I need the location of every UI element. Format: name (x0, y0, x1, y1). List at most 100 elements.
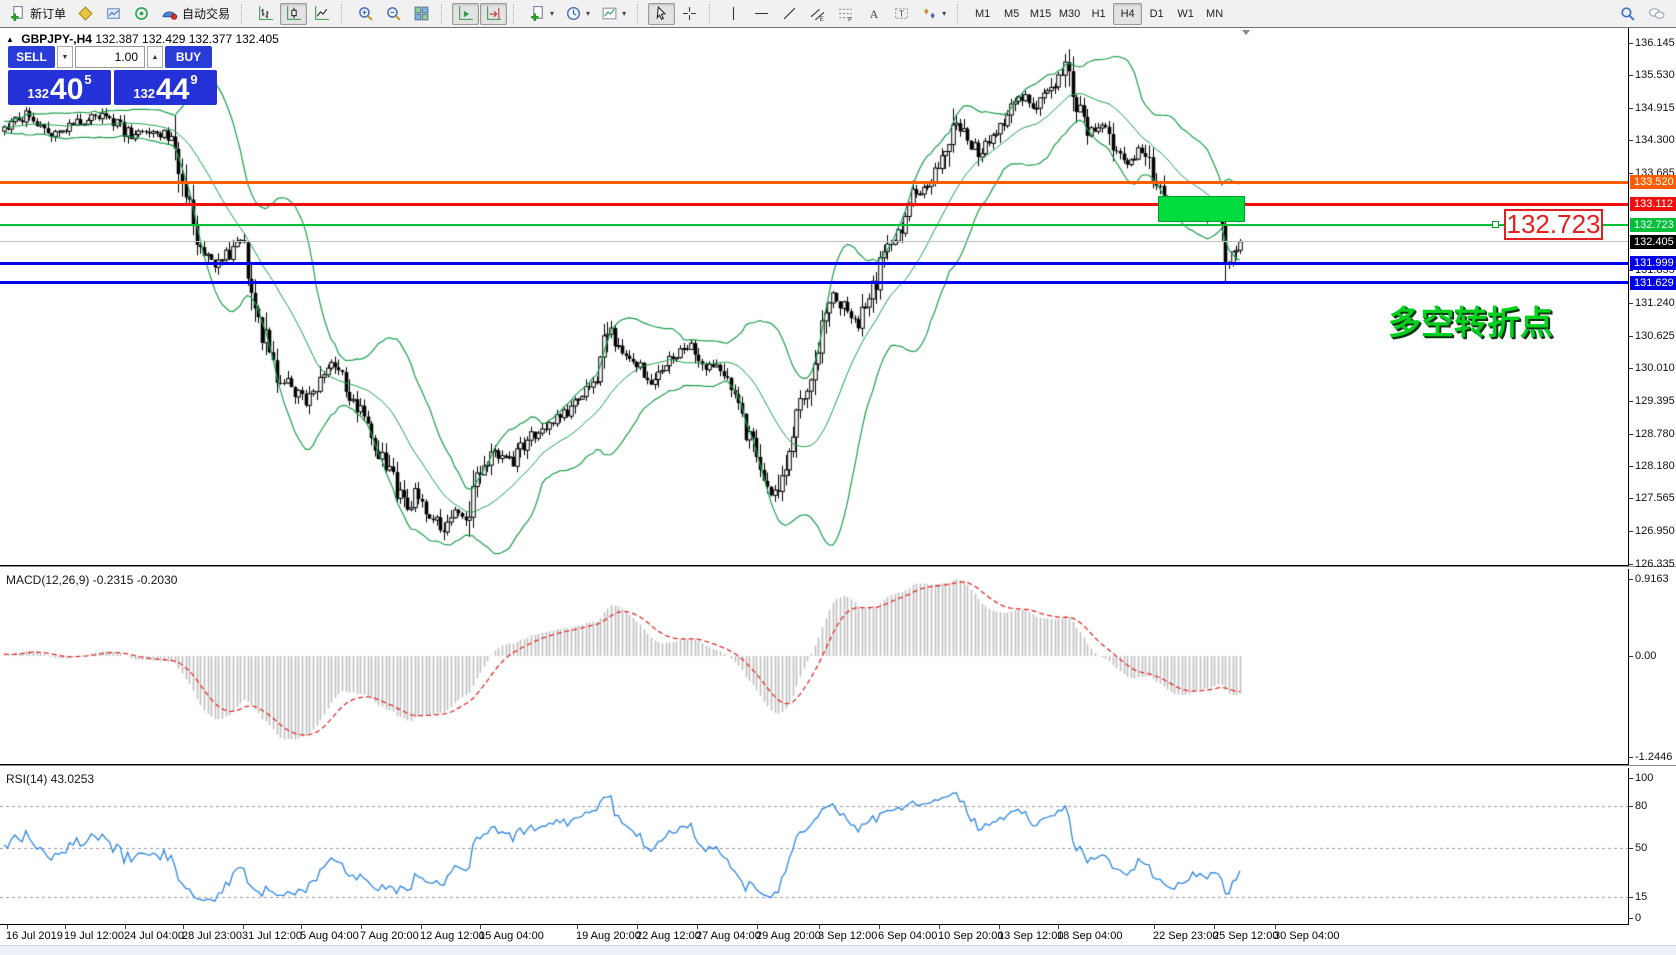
tile-windows-button[interactable] (408, 3, 435, 25)
signals-button[interactable] (128, 3, 155, 25)
pane-separator[interactable] (0, 765, 1676, 768)
horizontal-level-line[interactable] (0, 180, 1628, 184)
auto-trading-button[interactable]: 自动交易 (156, 3, 235, 25)
text-icon: A (865, 5, 882, 22)
chart-profile-button[interactable] (72, 3, 99, 25)
buy-price-big: 44 (156, 73, 190, 106)
arrows-button[interactable]: ▾ (916, 3, 951, 25)
chart-title: ▲ GBPJPY-,H4 132.387 132.429 132.377 132… (6, 32, 279, 46)
horizontal-level-line[interactable] (0, 281, 1628, 285)
search-icon (1619, 5, 1636, 22)
collapse-panel-icon[interactable]: ▲ (6, 35, 14, 44)
price-axis-tick: 128.780 (1629, 427, 1675, 440)
horizontal-level-line[interactable] (0, 261, 1628, 265)
main-chart-canvas[interactable] (0, 28, 1628, 566)
level-price-label: 133.112 (1630, 197, 1676, 212)
zoom-out-icon (385, 5, 402, 22)
chart-shift-marker-icon[interactable] (1242, 30, 1250, 35)
volume-input[interactable] (75, 46, 145, 68)
timeframe-button-h1[interactable]: H1 (1091, 7, 1106, 20)
volume-down-button[interactable]: ▼ (57, 46, 73, 68)
timeframe-button-m15[interactable]: M15 (1029, 7, 1052, 20)
horizontal-level-line[interactable] (0, 223, 1628, 226)
new-order-button[interactable]: 新订单 (4, 3, 71, 25)
buy-button[interactable]: BUY (165, 46, 212, 68)
sell-price-box[interactable]: 132 40 5 (8, 70, 111, 105)
auto-scroll-button[interactable] (452, 2, 480, 25)
time-axis-label: 19 Aug 20:00 (576, 925, 641, 942)
trendline-button[interactable] (776, 3, 803, 25)
fibonacci-button[interactable]: F (832, 3, 859, 25)
time-axis-label: 18 Sep 04:00 (1057, 925, 1123, 942)
timeframe-button-mn[interactable]: MN (1206, 7, 1224, 20)
price-axis-tick: 129.395 (1629, 394, 1675, 407)
main-toolbar: 新订单 自动交易 ▾ ▾ (0, 0, 1676, 28)
timeframe-button-d1[interactable]: D1 (1149, 7, 1164, 20)
price-axis-tick: 136.145 (1629, 36, 1675, 49)
time-axis-label: 22 Sep 23:00 (1153, 925, 1219, 942)
toolbar-separator (241, 3, 247, 24)
current-price-label: 132.405 (1630, 234, 1676, 249)
macd-axis-label: 0.00 (1628, 649, 1657, 662)
search-button[interactable] (1614, 3, 1641, 25)
timeframe-button-h4[interactable]: H4 (1113, 2, 1143, 25)
chat-button[interactable] (1643, 3, 1670, 25)
market-watch-button[interactable] (100, 3, 127, 25)
new-order-icon (9, 5, 26, 22)
toolbar-separator (709, 3, 715, 24)
macd-canvas[interactable] (0, 569, 1628, 765)
toolbar-separator (341, 3, 347, 24)
chart-text-annotation[interactable]: 多空转折点 (1388, 304, 1553, 341)
timeframe-button-w1[interactable]: W1 (1177, 7, 1194, 20)
zoom-out-button[interactable] (380, 3, 407, 25)
time-axis-label: 3 Sep 12:00 (818, 925, 878, 942)
bar-chart-button[interactable] (252, 3, 279, 25)
price-axis-tick: 134.300 (1629, 134, 1675, 147)
time-axis-label: 12 Aug 12:00 (420, 925, 485, 942)
time-axis-label: 16 Jul 2019 (6, 925, 63, 942)
zoom-in-button[interactable] (352, 3, 379, 25)
crosshair-icon (681, 5, 698, 22)
macd-axis: 0.9163 0.00 -1.2446 (1628, 569, 1676, 765)
cursor-button[interactable] (648, 2, 676, 25)
time-axis-label: 19 Jul 12:00 (64, 925, 124, 942)
highlight-zone-rectangle[interactable] (1158, 195, 1245, 222)
buy-price-box[interactable]: 132 44 9 (114, 70, 217, 105)
indicators-button[interactable]: ▾ (524, 3, 559, 25)
price-axis-tick: 127.565 (1629, 492, 1675, 505)
bar-chart-icon (257, 5, 274, 22)
rsi-axis-label: 0 (1628, 911, 1642, 924)
text-button[interactable]: A (860, 3, 887, 25)
price-callout-box[interactable]: 132.723 (1504, 209, 1603, 241)
time-axis-label: 5 Aug 04:00 (300, 925, 359, 942)
callout-anchor-handle[interactable] (1492, 221, 1499, 229)
horizontal-level-line[interactable] (0, 241, 1628, 243)
rsi-label: RSI(14) 43.0253 (6, 772, 95, 786)
line-chart-button[interactable] (308, 3, 335, 25)
timeframe-button-m1[interactable]: M1 (974, 7, 991, 20)
crosshair-button[interactable] (676, 3, 703, 25)
horizontal-line-button[interactable] (748, 3, 775, 25)
time-axis[interactable]: 16 Jul 2019 19 Jul 12:00 24 Jul 04:00 28 Ju… (0, 925, 1676, 945)
rsi-pane: RSI(14) 43.0253 100 80 50 15 0 (0, 768, 1676, 925)
rsi-axis-label: 80 (1628, 799, 1648, 812)
rsi-canvas[interactable] (0, 768, 1628, 925)
timeframe-button-m5[interactable]: M5 (1003, 7, 1020, 20)
horizontal-level-line[interactable] (0, 202, 1628, 206)
sell-button[interactable]: SELL (8, 46, 55, 68)
auto-scroll-icon (457, 5, 474, 22)
pane-separator[interactable] (0, 566, 1676, 569)
templates-button[interactable]: ▾ (596, 3, 631, 25)
template-icon (601, 5, 618, 22)
channel-button[interactable]: E (804, 3, 831, 25)
vertical-line-button[interactable] (720, 3, 747, 25)
candlestick-chart-button[interactable] (280, 2, 308, 25)
timeframe-button-m30[interactable]: M30 (1058, 7, 1081, 20)
bottom-strip (0, 945, 1676, 955)
chart-shift-button[interactable] (480, 2, 508, 25)
periods-button[interactable]: ▾ (560, 3, 595, 25)
sell-price-big: 40 (50, 73, 84, 106)
auto-trading-icon (161, 5, 178, 22)
volume-up-button[interactable]: ▲ (147, 46, 163, 68)
text-label-button[interactable]: T (888, 3, 915, 25)
